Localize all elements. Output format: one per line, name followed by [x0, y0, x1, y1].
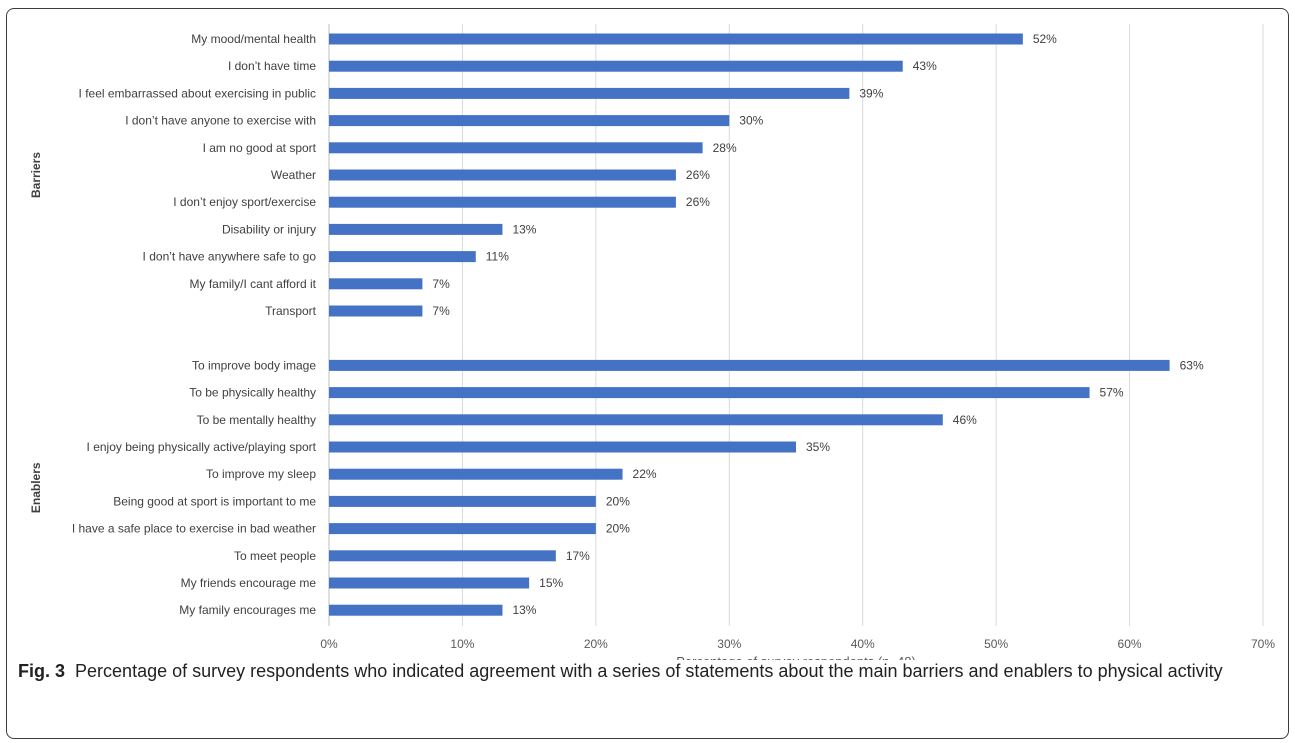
data-label: 39%	[859, 86, 883, 100]
x-tick-label: 70%	[1251, 637, 1275, 651]
x-axis-title: Percentage of survey respondents (n=48)	[676, 654, 916, 660]
bar	[329, 414, 943, 426]
category-label: I don’t enjoy sport/exercise	[173, 195, 316, 209]
data-label: 46%	[953, 413, 977, 427]
x-tick-label: 20%	[584, 637, 608, 651]
bar-chart: 0% 10% 20% 30% 40% 50% 60% 70% My mood/mental he…	[29, 24, 1275, 660]
data-label: 63%	[1180, 358, 1204, 372]
category-label: To improve my sleep	[206, 467, 316, 481]
category-label: I don’t have anyone to exercise with	[125, 114, 316, 128]
bar	[329, 495, 596, 507]
data-label: 35%	[806, 440, 830, 454]
category-label: Weather	[271, 168, 316, 182]
data-label: 20%	[606, 494, 630, 508]
x-tick-label: 40%	[851, 637, 875, 651]
data-label: 22%	[633, 467, 657, 481]
category-label: To be physically healthy	[189, 386, 316, 400]
bar	[329, 550, 556, 562]
data-label: 30%	[739, 114, 763, 128]
bar	[329, 523, 596, 535]
category-label: I feel embarrassed about exercising in p…	[79, 86, 316, 100]
data-label: 52%	[1033, 32, 1057, 46]
bar	[329, 142, 703, 154]
category-label: To meet people	[234, 549, 316, 563]
category-label: My mood/mental health	[191, 32, 316, 46]
category-label: I don’t have anywhere safe to go	[143, 250, 317, 264]
figure-caption: Fig. 3 Percentage of survey respondents …	[18, 658, 1273, 684]
caption-text: Percentage of survey respondents who ind…	[75, 661, 1223, 681]
data-label: 43%	[913, 59, 937, 73]
category-label: Transport	[265, 304, 317, 318]
bar	[329, 577, 530, 589]
data-label: 7%	[432, 304, 450, 318]
bar	[329, 359, 1170, 371]
bar	[329, 223, 503, 235]
data-label: 11%	[486, 250, 509, 264]
bar	[329, 87, 850, 99]
data-label: 26%	[686, 195, 710, 209]
figure-frame	[6, 8, 1289, 739]
x-tick-label: 60%	[1118, 637, 1142, 651]
category-label: Being good at sport is important to me	[113, 494, 316, 508]
bar	[329, 305, 423, 317]
data-label: 13%	[512, 222, 536, 236]
bar	[329, 251, 476, 263]
data-label: 28%	[713, 141, 737, 155]
bar	[329, 387, 1090, 399]
group-label: Enablers	[29, 462, 43, 513]
category-label: Disability or injury	[222, 222, 316, 236]
bar	[329, 60, 903, 72]
bar	[329, 115, 730, 127]
x-tick-label: 50%	[984, 637, 1008, 651]
x-tick-label: 10%	[450, 637, 474, 651]
category-label: I am no good at sport	[203, 141, 317, 155]
category-label: I have a safe place to exercise in bad w…	[72, 522, 316, 536]
data-label: 26%	[686, 168, 710, 182]
category-label: My family/I cant afford it	[190, 277, 317, 291]
bar	[329, 169, 676, 181]
bar	[329, 468, 623, 480]
data-label: 20%	[606, 522, 630, 536]
category-label: I enjoy being physically active/playing …	[87, 440, 317, 454]
bar	[329, 441, 796, 453]
category-label: To improve body image	[192, 358, 316, 372]
data-label: 17%	[566, 549, 590, 563]
caption-label: Fig. 3	[18, 661, 66, 681]
data-label: 15%	[539, 576, 563, 590]
bar	[329, 278, 423, 290]
x-tick-label: 30%	[717, 637, 741, 651]
bar	[329, 604, 503, 616]
x-tick-label: 0%	[320, 637, 338, 651]
data-label: 57%	[1100, 386, 1124, 400]
category-label: My friends encourage me	[181, 576, 317, 590]
data-label: 13%	[512, 603, 536, 617]
category-label: I don’t have time	[228, 59, 316, 73]
bar	[329, 196, 676, 208]
category-label: To be mentally healthy	[197, 413, 316, 427]
category-label: My family encourages me	[179, 603, 316, 617]
group-label: Barriers	[29, 152, 43, 198]
bar	[329, 33, 1023, 45]
data-label: 7%	[432, 277, 450, 291]
